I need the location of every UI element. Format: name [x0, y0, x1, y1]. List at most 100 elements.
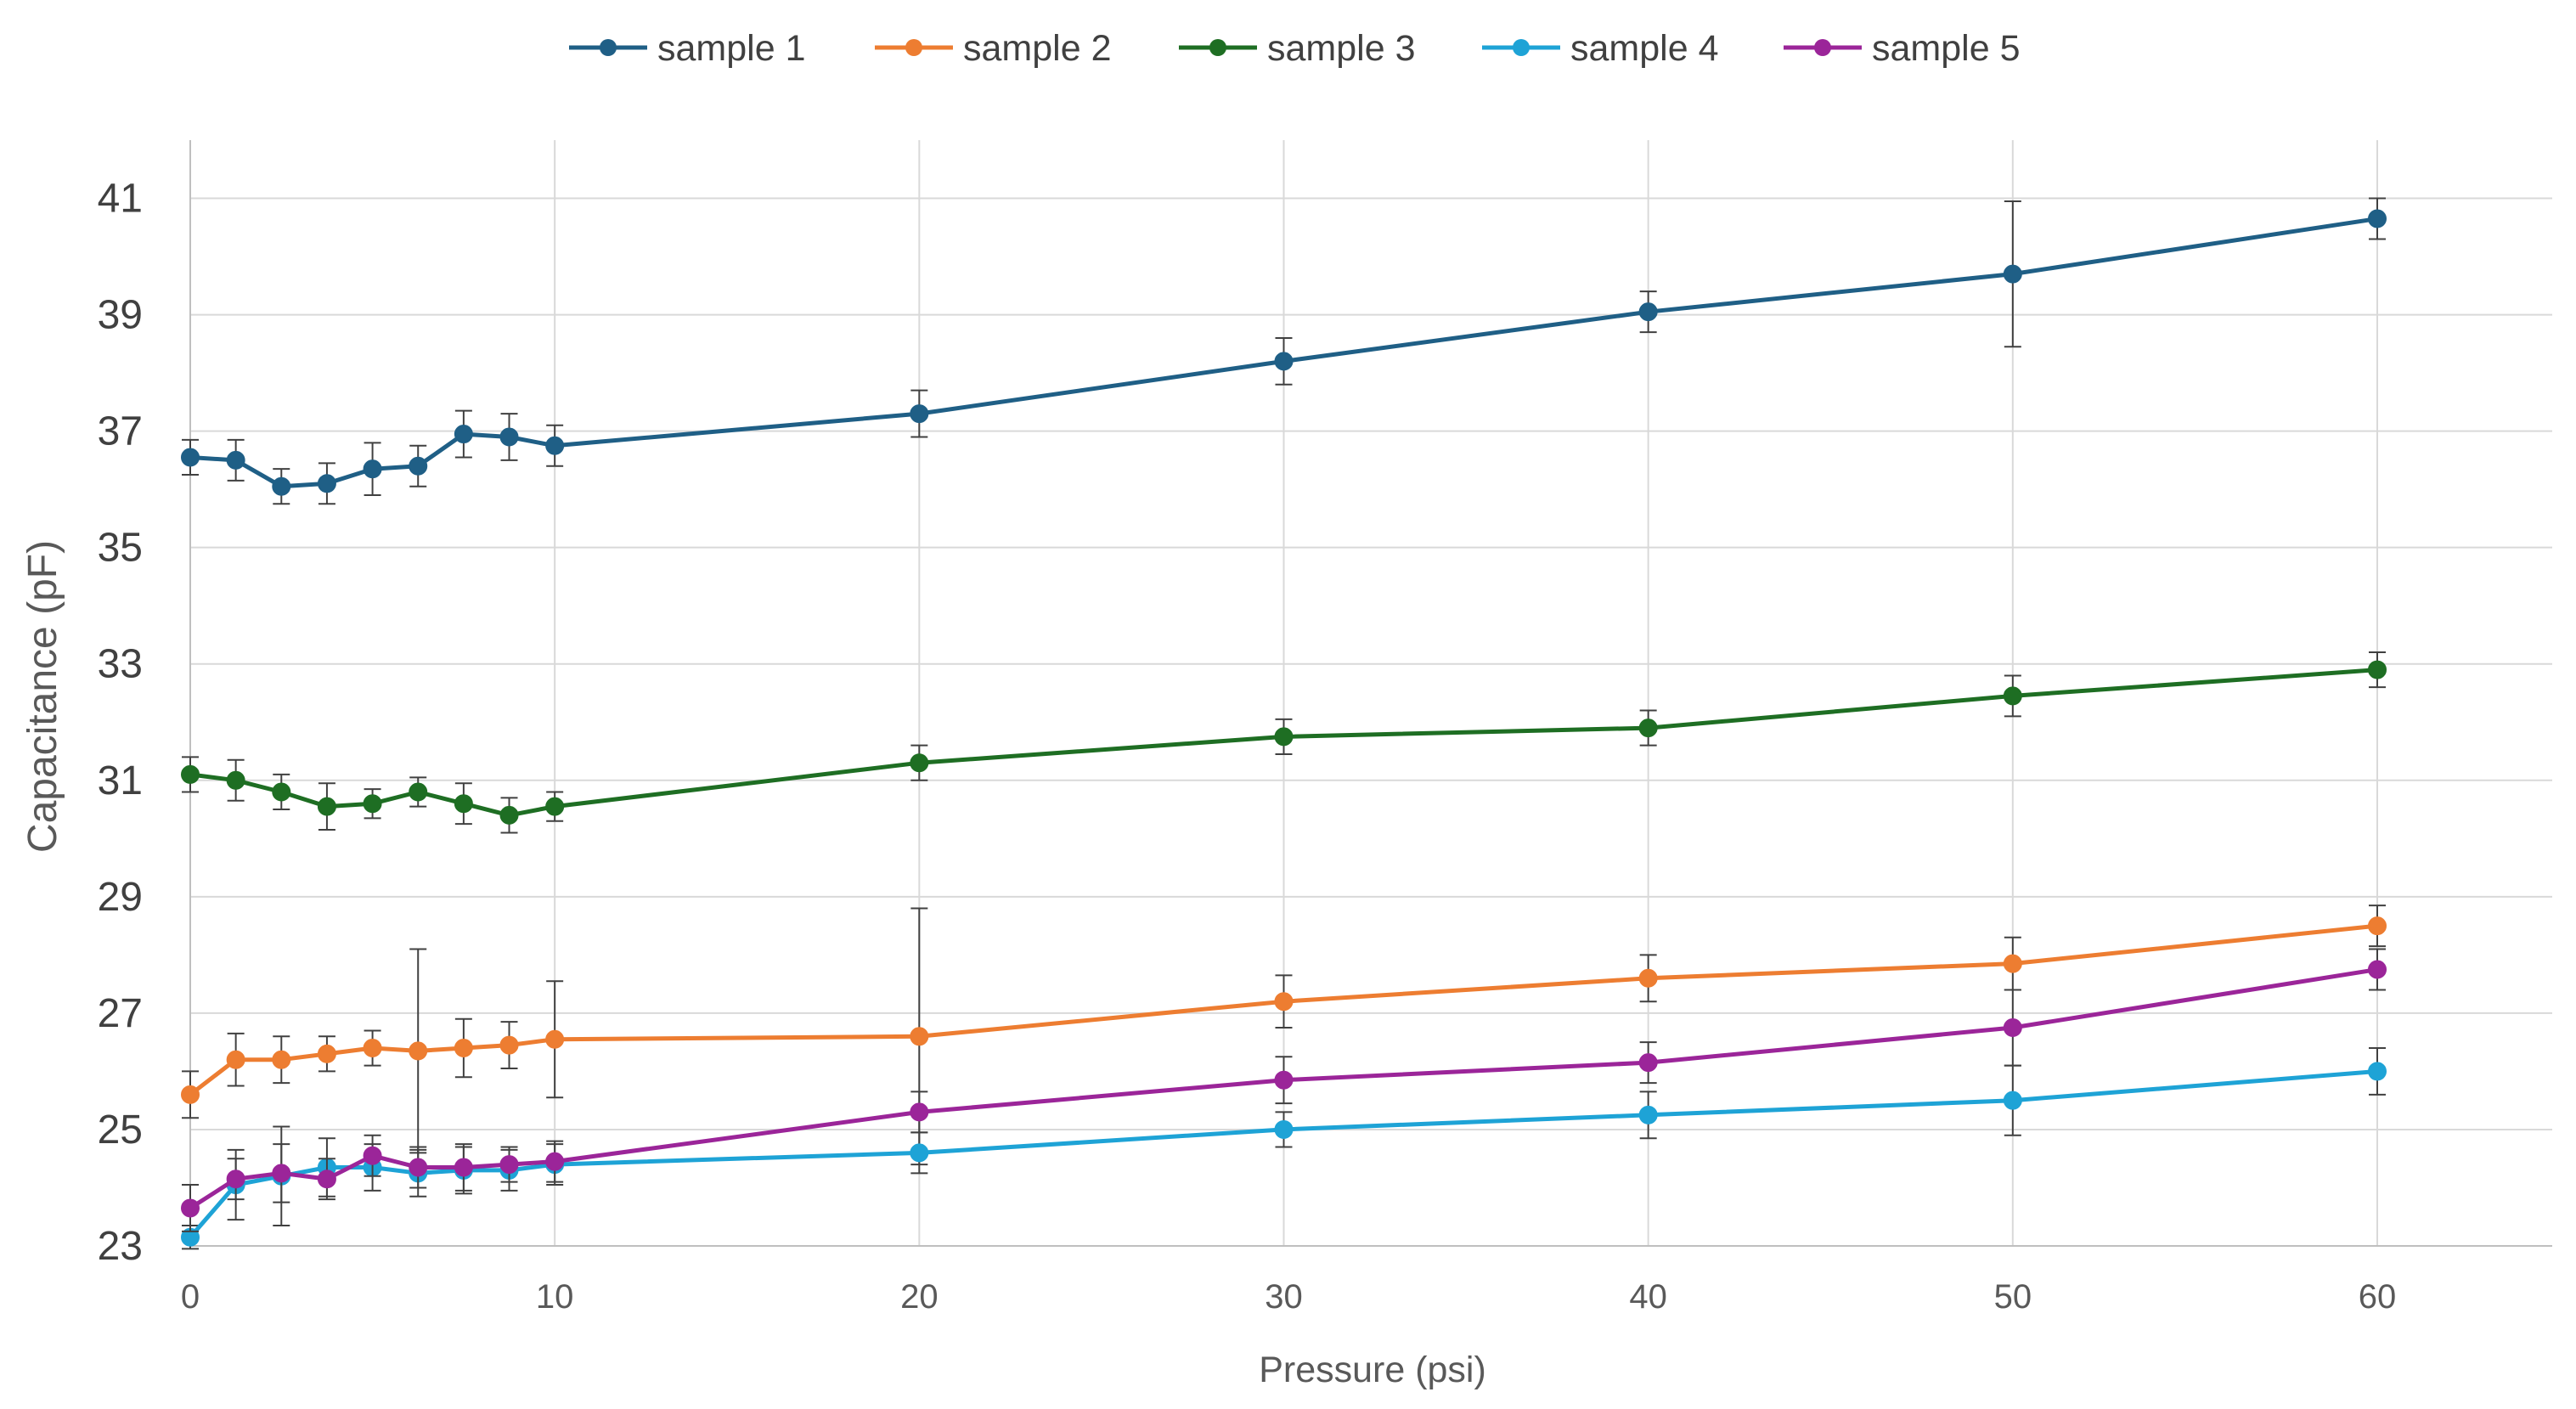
legend-label: sample 4	[1570, 28, 1718, 69]
y-tick-label: 33	[98, 642, 143, 687]
legend-marker	[600, 39, 617, 56]
data-point	[454, 794, 473, 814]
legend-marker	[1513, 39, 1530, 56]
y-tick-label: 23	[98, 1224, 143, 1269]
data-point	[363, 1039, 382, 1058]
data-point	[317, 1169, 336, 1189]
data-point	[1638, 1105, 1658, 1124]
legend-item-3: sample 3	[1179, 28, 1415, 69]
y-tick-label: 31	[98, 758, 143, 803]
data-point	[910, 1027, 929, 1046]
data-point	[1638, 1053, 1658, 1073]
data-point	[181, 448, 200, 467]
data-point	[409, 456, 428, 476]
data-point	[317, 1044, 336, 1063]
y-tick-label: 35	[98, 526, 143, 571]
data-point	[1274, 727, 1294, 747]
data-point	[409, 782, 428, 802]
data-point	[2368, 916, 2387, 936]
data-point	[454, 1158, 473, 1177]
data-point	[1274, 992, 1294, 1012]
data-point	[317, 474, 336, 493]
data-point	[272, 476, 291, 496]
axes: 23 25 27 29 31 33 35 37 39 41 0 10 20 30 40 50 60	[98, 140, 2552, 1316]
legend-item-2: sample 2	[875, 28, 1111, 69]
series-3	[181, 651, 2387, 834]
legend-marker	[905, 39, 922, 56]
data-point	[226, 1169, 245, 1189]
y-tick-label: 25	[98, 1107, 143, 1153]
legend-item-5: sample 5	[1784, 28, 2020, 69]
data-point	[2003, 264, 2022, 284]
legend-label: sample 1	[657, 28, 805, 69]
data-point	[545, 797, 565, 816]
data-point	[1638, 719, 1658, 738]
legend-marker	[1209, 39, 1226, 56]
data-point	[910, 753, 929, 773]
series-5	[181, 948, 2387, 1232]
data-point	[910, 1143, 929, 1163]
series-2	[181, 905, 2387, 1166]
data-point	[181, 1085, 200, 1104]
data-point	[499, 1155, 519, 1175]
data-point	[363, 1146, 382, 1165]
data-point	[1638, 968, 1658, 988]
y-tick-label: 39	[98, 293, 143, 338]
data-point	[409, 1041, 428, 1061]
x-tick-label: 30	[1265, 1278, 1303, 1316]
data-point	[2003, 1091, 2022, 1110]
data-point	[2368, 209, 2387, 228]
data-point	[272, 782, 291, 802]
data-point	[226, 450, 245, 470]
data-point	[181, 764, 200, 784]
y-tick-label: 27	[98, 991, 143, 1036]
x-tick-label: 0	[181, 1278, 200, 1316]
legend-item-1: sample 1	[569, 28, 805, 69]
data-point	[545, 436, 565, 455]
data-point	[499, 805, 519, 825]
data-point	[545, 1029, 565, 1049]
data-point	[499, 1035, 519, 1055]
legend-label: sample 5	[1872, 28, 2020, 69]
data-point	[2003, 954, 2022, 973]
data-point	[454, 1039, 473, 1058]
x-tick-label: 40	[1629, 1278, 1667, 1316]
gridlines	[190, 140, 2552, 1246]
legend-item-4: sample 4	[1482, 28, 1718, 69]
legend: sample 1 sample 2 sample 3 sample 4 sample 5	[569, 28, 2020, 69]
data-point	[910, 404, 929, 424]
data-point	[272, 1164, 291, 1183]
legend-label: sample 3	[1267, 28, 1415, 69]
x-tick-label: 20	[900, 1278, 939, 1316]
series-1	[181, 197, 2387, 505]
x-tick-label: 50	[1994, 1278, 2032, 1316]
data-point	[2368, 660, 2387, 679]
y-axis-title: Capacitance (pF)	[20, 540, 65, 853]
x-tick-label: 60	[2359, 1278, 2397, 1316]
data-point	[226, 1050, 245, 1069]
data-point	[2003, 1018, 2022, 1038]
data-point	[1638, 302, 1658, 322]
y-tick-label: 29	[98, 875, 143, 920]
data-point	[2368, 1062, 2387, 1081]
legend-label: sample 2	[963, 28, 1111, 69]
data-point	[2368, 960, 2387, 979]
x-tick-label: 10	[536, 1278, 574, 1316]
data-point	[272, 1050, 291, 1069]
data-point	[317, 797, 336, 816]
data-point	[409, 1158, 428, 1177]
data-point	[181, 1198, 200, 1218]
data-point	[226, 770, 245, 790]
legend-marker	[1814, 39, 1831, 56]
data-point	[363, 459, 382, 479]
y-tick-label: 41	[98, 177, 143, 222]
data-point	[363, 794, 382, 814]
data-point	[1274, 352, 1294, 371]
data-point	[1274, 1119, 1294, 1139]
y-tick-label: 37	[98, 409, 143, 454]
data-point	[499, 427, 519, 447]
x-axis-title: Pressure (psi)	[1259, 1350, 1486, 1390]
series-lines	[181, 197, 2387, 1250]
data-point	[1274, 1070, 1294, 1090]
